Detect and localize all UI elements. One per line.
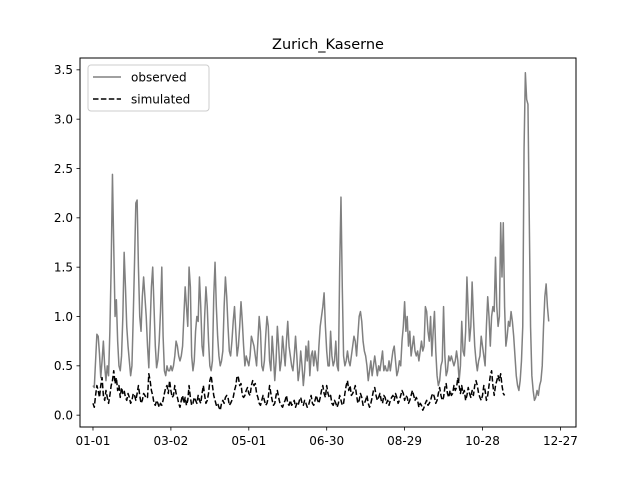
x-tick-label: 10-28 <box>465 434 500 448</box>
y-tick-label: 2.5 <box>54 162 73 176</box>
x-tick-label: 08-29 <box>387 434 422 448</box>
axes-frame <box>79 57 577 428</box>
chart-title: Zurich_Kaserne <box>272 37 384 53</box>
y-tick-label: 3.0 <box>54 112 73 126</box>
x-axis: 01-01 03-02 05-01 06-30 08-29 10-28 12-27 <box>76 427 578 448</box>
y-axis: 0.0 0.5 1.0 1.5 2.0 2.5 3.0 3.5 <box>54 63 80 422</box>
x-tick-label: 05-01 <box>231 434 266 448</box>
series-line-simulated <box>92 370 506 411</box>
y-tick-label: 1.0 <box>54 310 73 324</box>
legend-label-simulated: simulated <box>131 93 190 107</box>
x-tick-label: 06-30 <box>309 434 344 448</box>
series-line-observed <box>92 72 550 402</box>
y-tick-label: 0.5 <box>54 359 73 373</box>
x-tick-label: 12-27 <box>543 434 578 448</box>
series-layer <box>92 72 550 411</box>
y-tick-label: 1.5 <box>54 260 73 274</box>
legend: observed simulated <box>87 64 210 112</box>
y-tick-label: 3.5 <box>54 63 73 77</box>
y-tick-label: 0.0 <box>54 408 73 422</box>
y-tick-label: 2.0 <box>54 211 73 225</box>
x-tick-label: 03-02 <box>153 434 188 448</box>
x-tick-label: 01-01 <box>76 434 111 448</box>
legend-label-observed: observed <box>131 71 187 85</box>
